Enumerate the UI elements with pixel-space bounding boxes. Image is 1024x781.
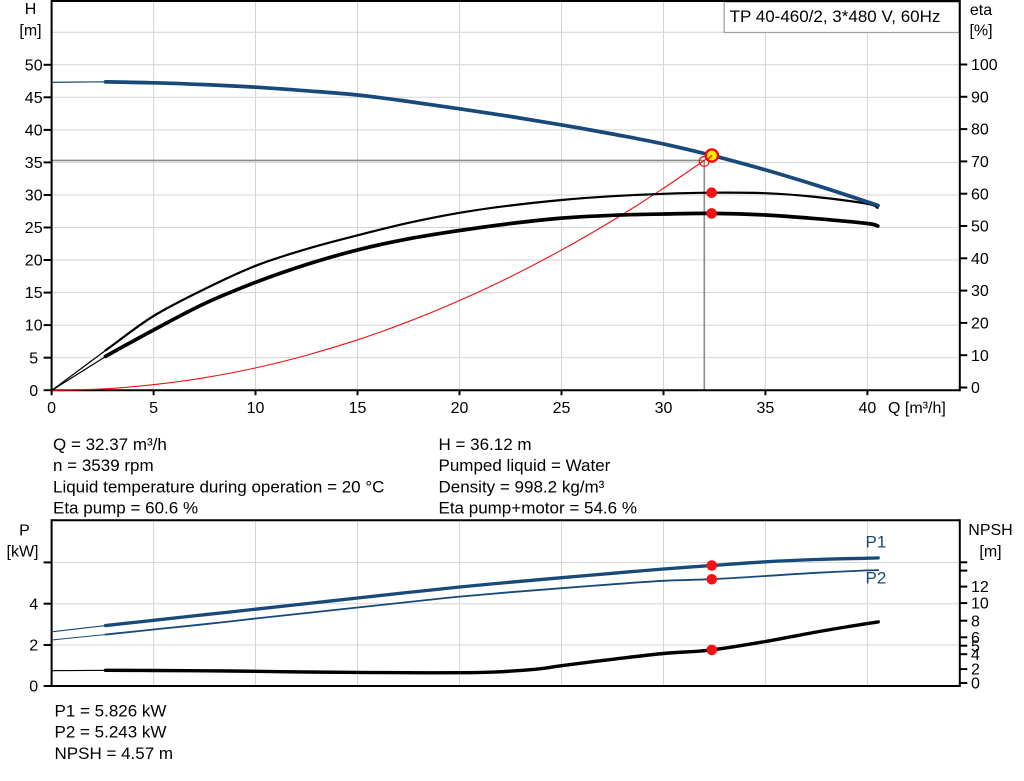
- svg-text:eta: eta: [970, 2, 992, 19]
- svg-text:P1: P1: [866, 533, 887, 552]
- svg-text:H = 36.12 m: H = 36.12 m: [439, 435, 532, 454]
- svg-text:0: 0: [971, 676, 980, 693]
- svg-text:P2: P2: [866, 568, 887, 587]
- svg-text:5: 5: [971, 638, 980, 655]
- svg-text:4: 4: [971, 647, 980, 664]
- svg-text:Eta pump+motor = 54.6 %: Eta pump+motor = 54.6 %: [439, 499, 637, 518]
- svg-text:15: 15: [349, 400, 367, 417]
- svg-text:n = 3539 rpm: n = 3539 rpm: [53, 456, 154, 475]
- svg-text:30: 30: [655, 400, 673, 417]
- svg-text:[m]: [m]: [979, 544, 1001, 561]
- svg-text:Density = 998.2 kg/m³: Density = 998.2 kg/m³: [439, 477, 605, 496]
- svg-text:10: 10: [971, 348, 989, 365]
- svg-text:40: 40: [971, 251, 989, 268]
- svg-text:P2 = 5.243 kW: P2 = 5.243 kW: [55, 723, 167, 742]
- svg-text:50: 50: [971, 219, 989, 236]
- svg-text:NPSH = 4.57 m: NPSH = 4.57 m: [55, 744, 174, 763]
- svg-text:20: 20: [451, 400, 469, 417]
- svg-text:0: 0: [971, 380, 980, 397]
- svg-text:0: 0: [47, 400, 56, 417]
- svg-text:12: 12: [971, 579, 989, 596]
- svg-text:5: 5: [29, 350, 38, 367]
- svg-text:25: 25: [25, 220, 43, 237]
- svg-text:NPSH: NPSH: [968, 522, 1012, 539]
- svg-text:[%]: [%]: [969, 23, 992, 40]
- svg-text:35: 35: [757, 400, 775, 417]
- svg-text:Q = 32.37 m³/h: Q = 32.37 m³/h: [53, 435, 167, 454]
- svg-text:60: 60: [971, 186, 989, 203]
- svg-text:20: 20: [971, 316, 989, 333]
- svg-text:30: 30: [25, 188, 43, 205]
- svg-text:P1 = 5.826 kW: P1 = 5.826 kW: [55, 701, 167, 720]
- svg-text:80: 80: [971, 122, 989, 139]
- svg-text:50: 50: [25, 57, 43, 74]
- svg-text:[kW]: [kW]: [7, 544, 39, 561]
- svg-text:6: 6: [971, 630, 980, 647]
- svg-text:10: 10: [971, 596, 989, 613]
- svg-text:Q [m³/h]: Q [m³/h]: [888, 400, 946, 417]
- svg-text:Pumped liquid = Water: Pumped liquid = Water: [439, 456, 611, 475]
- svg-text:[m]: [m]: [19, 23, 41, 40]
- svg-text:10: 10: [247, 400, 265, 417]
- svg-text:45: 45: [25, 90, 43, 107]
- svg-text:Eta pump = 60.6 %: Eta pump = 60.6 %: [53, 499, 198, 518]
- svg-text:0: 0: [29, 383, 38, 400]
- svg-text:70: 70: [971, 154, 989, 171]
- svg-text:10: 10: [25, 318, 43, 335]
- svg-text:25: 25: [553, 400, 571, 417]
- svg-text:P: P: [19, 523, 30, 540]
- svg-text:20: 20: [25, 253, 43, 270]
- svg-text:5: 5: [149, 400, 158, 417]
- svg-text:35: 35: [25, 155, 43, 172]
- svg-text:30: 30: [971, 283, 989, 300]
- svg-text:40: 40: [25, 123, 43, 140]
- svg-text:2: 2: [971, 662, 980, 679]
- svg-text:4: 4: [29, 596, 38, 613]
- svg-text:15: 15: [25, 285, 43, 302]
- svg-text:TP 40-460/2, 3*480 V, 60Hz: TP 40-460/2, 3*480 V, 60Hz: [730, 7, 941, 26]
- svg-text:40: 40: [859, 400, 877, 417]
- svg-text:2: 2: [29, 638, 38, 655]
- svg-text:100: 100: [971, 57, 998, 74]
- svg-text:90: 90: [971, 89, 989, 106]
- svg-text:8: 8: [971, 613, 980, 630]
- svg-text:H: H: [25, 1, 37, 18]
- svg-text:0: 0: [29, 679, 38, 696]
- svg-text:Liquid temperature during oper: Liquid temperature during operation = 20…: [53, 477, 384, 496]
